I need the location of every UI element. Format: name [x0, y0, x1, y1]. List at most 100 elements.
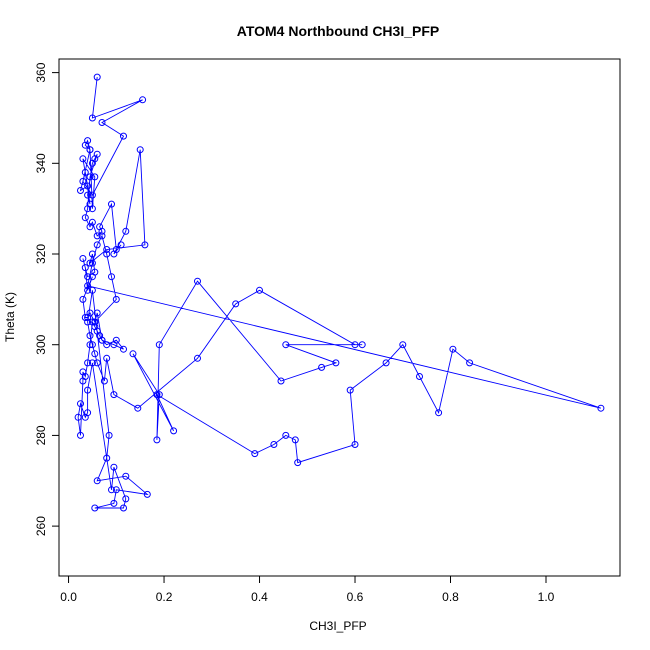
data-point [256, 286, 263, 294]
series-line [77, 77, 602, 509]
data-point [88, 259, 96, 267]
x-axis-label: CH3I_PFP [309, 619, 366, 633]
data-point [93, 150, 101, 158]
data-point [91, 350, 99, 358]
data-point [435, 409, 443, 417]
data-point [291, 436, 299, 444]
data-point [194, 354, 201, 362]
data-point [88, 114, 96, 122]
data-point [86, 309, 94, 317]
data-point [81, 168, 89, 176]
data-point [79, 177, 87, 185]
data-point [399, 341, 407, 349]
y-axis-label: Theta (K) [3, 292, 17, 342]
data-point [194, 277, 201, 285]
data-point [77, 400, 84, 408]
x-tick-label: 1.0 [538, 590, 555, 604]
data-point [110, 341, 118, 349]
data-point [93, 241, 101, 249]
data-point [134, 404, 142, 412]
data-point [141, 241, 149, 249]
data-point [318, 363, 326, 371]
data-point [88, 250, 96, 258]
data-point [294, 459, 302, 467]
y-tick-label: 300 [34, 334, 48, 354]
data-point [105, 431, 113, 439]
data-point [103, 454, 111, 462]
data-point [232, 300, 240, 308]
data-point [88, 191, 96, 199]
y-axis: 260 280 300 320 340 360 [34, 62, 60, 536]
data-point [139, 96, 147, 104]
data-point [108, 273, 115, 281]
data-point [91, 173, 99, 181]
data-point [122, 495, 130, 503]
data-point [88, 286, 96, 294]
data-point [84, 282, 92, 290]
y-tick-label: 320 [34, 244, 48, 264]
data-point [110, 463, 118, 471]
data-point [110, 499, 118, 507]
data-point [282, 341, 290, 349]
data-point [98, 232, 106, 240]
data-point [88, 341, 96, 349]
data-point [81, 264, 89, 272]
data-point [93, 232, 101, 240]
data-point [86, 341, 94, 349]
data-point [108, 486, 115, 494]
series-lines [77, 77, 602, 509]
data-point [122, 472, 130, 480]
data-point [88, 273, 96, 281]
data-point [88, 359, 96, 367]
data-point [282, 431, 290, 439]
x-tick-label: 0.4 [251, 590, 268, 604]
data-point [88, 318, 96, 326]
data-point [93, 359, 101, 367]
data-point [597, 404, 605, 412]
data-point [251, 450, 259, 458]
data-point [79, 377, 87, 385]
data-point [81, 214, 89, 222]
data-point [98, 119, 106, 126]
data-point [117, 241, 125, 249]
x-tick-label: 0.0 [60, 590, 77, 604]
data-point [332, 359, 340, 367]
data-point [96, 223, 104, 231]
data-point [81, 141, 89, 149]
data-point [103, 341, 111, 349]
data-point [93, 309, 101, 317]
data-point [170, 427, 178, 435]
y-tick-label: 360 [34, 62, 48, 82]
data-point [84, 386, 92, 394]
x-tick-label: 0.6 [347, 590, 364, 604]
data-point [79, 155, 87, 163]
data-point [358, 341, 366, 349]
x-tick-label: 0.8 [442, 590, 459, 604]
data-point [84, 191, 92, 199]
data-point [79, 295, 87, 303]
data-point [77, 431, 84, 439]
data-point [112, 295, 120, 303]
data-point [416, 373, 423, 380]
data-point [120, 132, 127, 140]
data-point [91, 318, 99, 326]
data-point [88, 218, 96, 226]
data-point [84, 182, 92, 190]
data-point [155, 391, 163, 399]
plot-frame [58, 58, 621, 577]
data-point [103, 250, 111, 258]
data-point [143, 490, 151, 498]
data-point [153, 391, 161, 399]
data-point [129, 350, 137, 358]
data-point [77, 187, 84, 194]
data-point [122, 227, 130, 235]
y-tick-label: 260 [34, 516, 48, 536]
x-tick-label: 0.2 [156, 590, 173, 604]
data-point [351, 341, 359, 349]
data-point [86, 146, 94, 154]
chart-title: ATOM4 Northbound CH3I_PFP [237, 23, 439, 39]
data-point [110, 250, 118, 258]
data-point [79, 368, 87, 376]
data-point [100, 377, 108, 385]
